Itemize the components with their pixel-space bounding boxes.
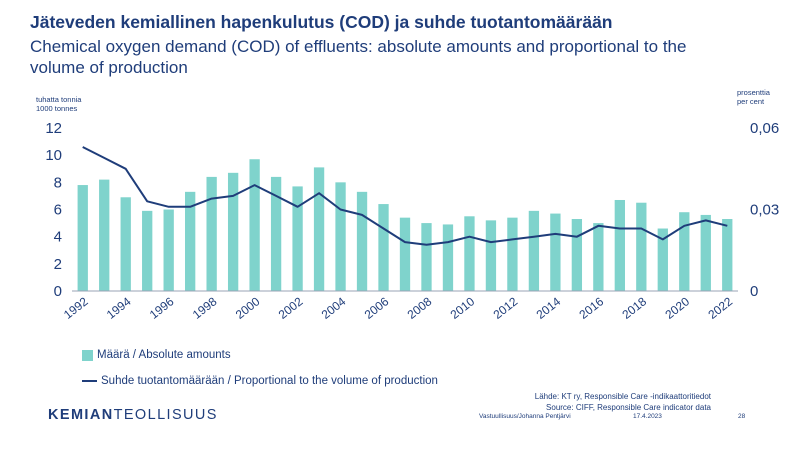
bar (356, 191, 368, 291)
line-series (82, 146, 728, 246)
logo-regular-part: TEOLLISUUS (113, 407, 218, 423)
x-tick-label: 1994 (104, 294, 134, 322)
y-left-tick-label: 12 (45, 120, 62, 137)
bar (550, 213, 561, 291)
bar (571, 219, 583, 291)
bar (421, 223, 432, 291)
bar (399, 217, 411, 291)
bar (120, 197, 131, 291)
bar (249, 159, 260, 291)
logo-bold-part: KEMIAN (48, 407, 114, 423)
bar (77, 185, 88, 291)
bar (528, 210, 540, 291)
source-note: Lähde: KT ry, Responsible Care -indikaat… (535, 391, 711, 413)
legend-item-bars: Määrä / Absolute amounts (82, 349, 231, 361)
x-tick-label: 2004 (319, 294, 349, 322)
footer-date: 17.4.2023 (633, 413, 662, 420)
bar (292, 186, 303, 291)
bar (485, 220, 497, 291)
bar (614, 199, 625, 291)
bar (99, 179, 110, 291)
chart-title-finnish: Jäteveden kemiallinen hapenkulutus (COD)… (30, 12, 613, 32)
left-axis-unit-en: 1000 tonnes (36, 104, 78, 113)
right-axis-unit-fi: prosenttia (737, 88, 770, 97)
legend-bar-swatch (82, 349, 93, 361)
bar (270, 176, 282, 291)
bar (227, 172, 239, 291)
x-tick-label: 2016 (577, 294, 607, 322)
y-right-tick-label: 0,06 (750, 120, 779, 137)
bar (163, 209, 174, 291)
x-tick-label: 2002 (276, 294, 306, 322)
legend-bars-label: Määrä / Absolute amounts (97, 349, 231, 361)
x-tick-label: 2008 (405, 294, 435, 322)
x-tick-label: 1992 (61, 294, 91, 322)
x-tick-label: 2014 (534, 294, 564, 322)
x-tick-label: 1996 (147, 294, 177, 322)
y-right-tick-label: 0,03 (750, 202, 779, 219)
right-axis-unit-en: per cent (737, 97, 765, 106)
left-axis-unit: tuhatta tonnia 1000 tonnes (36, 95, 81, 113)
x-tick-label: 2018 (620, 294, 650, 322)
legend-line-label: Suhde tuotantomäärään / Proportional to … (101, 375, 438, 387)
y-left-tick-label: 0 (54, 283, 62, 300)
bar (464, 216, 475, 291)
bar (722, 219, 733, 291)
legend-line-swatch (82, 380, 97, 382)
bar (142, 210, 153, 291)
kemianteollisuus-logo: KEMIANTEOLLISUUS (48, 407, 218, 423)
y-left-tick-label: 4 (54, 229, 62, 246)
bar (442, 224, 454, 291)
y-right-tick-label: 0 (750, 283, 758, 300)
left-axis-unit-fi: tuhatta tonnia (36, 95, 82, 104)
x-tick-label: 2012 (491, 294, 521, 322)
x-tick-label: 2020 (662, 294, 692, 322)
footer-page-number: 28 (738, 413, 746, 420)
source-note-fi: Lähde: KT ry, Responsible Care -indikaat… (534, 392, 711, 401)
y-left-tick-label: 10 (45, 147, 62, 164)
x-tick-label: 1998 (190, 294, 220, 322)
x-tick-label: 2006 (362, 294, 392, 322)
bar (378, 204, 389, 291)
x-tick-label: 2010 (448, 294, 478, 322)
legend-item-line: Suhde tuotantomäärään / Proportional to … (82, 375, 438, 387)
y-left-tick-label: 8 (54, 174, 62, 191)
bar (657, 228, 668, 291)
bar (206, 176, 217, 291)
x-tick-label: 2000 (233, 294, 263, 322)
y-left-tick-label: 6 (54, 202, 62, 219)
bar (313, 167, 325, 291)
right-axis-unit: prosenttia per cent (737, 88, 770, 106)
y-left-tick-label: 2 (54, 256, 62, 273)
footer-author: Vastuullisuus/Johanna Pentjärvi (479, 413, 571, 420)
chart-title-english: Chemical oxygen demand (COD) of effluent… (30, 37, 687, 77)
x-tick-label: 2022 (705, 294, 735, 322)
bar (636, 202, 647, 291)
bar (679, 212, 690, 291)
bar (593, 223, 604, 291)
bar (335, 182, 346, 291)
bar (185, 191, 196, 291)
source-note-en: Source: CIFF, Responsible Care indicator… (546, 403, 711, 412)
bar (507, 217, 518, 291)
bar (700, 214, 711, 291)
